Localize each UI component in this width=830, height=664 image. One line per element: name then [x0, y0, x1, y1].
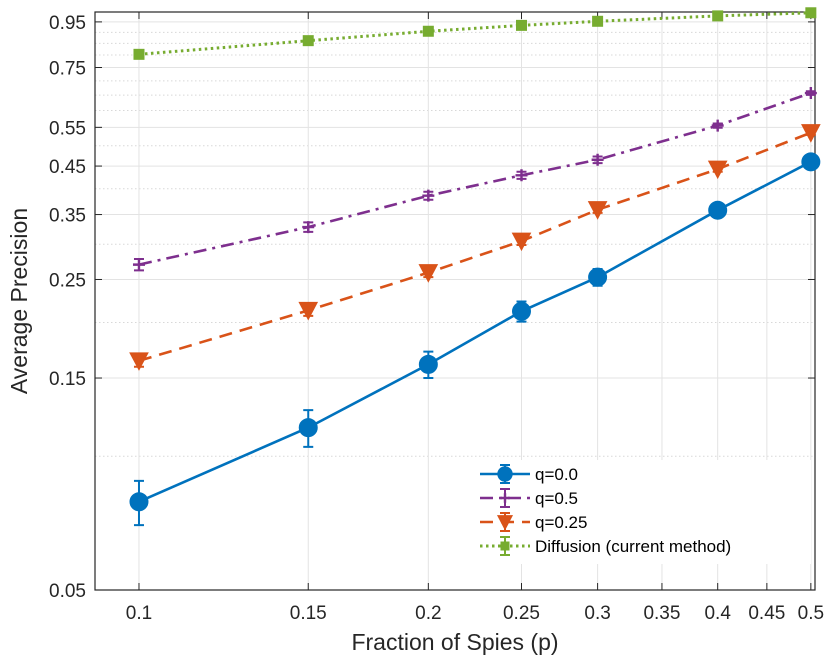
data-point — [591, 153, 604, 166]
y-tick-label: 0.25 — [49, 270, 86, 291]
axes-box — [94, 11, 816, 591]
legend-item: q=0.5 — [480, 488, 578, 508]
data-point — [511, 301, 531, 321]
data-point — [711, 119, 724, 132]
legend-label: q=0.5 — [535, 489, 578, 508]
y-tick-label: 0.35 — [49, 206, 86, 227]
data-point — [500, 493, 510, 503]
y-tick-label: 0.55 — [49, 118, 86, 139]
series-1 — [132, 87, 817, 272]
data-point — [132, 258, 145, 271]
data-point — [707, 160, 728, 180]
data-point — [129, 352, 149, 371]
series-line — [138, 131, 812, 363]
y-tick-label: 0.75 — [49, 59, 86, 80]
data-point — [801, 152, 821, 172]
series-line — [138, 11, 811, 56]
y-tick-label: 0.05 — [49, 581, 86, 602]
y-tick-label: 0.45 — [49, 157, 86, 178]
data-point — [497, 466, 513, 482]
data-point — [422, 25, 434, 37]
x-tick-label: 0.5 — [798, 603, 824, 624]
x-tick-label: 0.35 — [643, 603, 680, 624]
y-axis-label: Average Precision — [6, 208, 32, 394]
x-tick-label: 0.1 — [126, 603, 152, 624]
data-point — [302, 35, 314, 47]
data-point — [805, 7, 817, 19]
data-point — [500, 541, 510, 551]
data-point — [298, 301, 319, 321]
data-point — [133, 48, 145, 60]
data-point — [587, 201, 608, 220]
data-point — [801, 124, 821, 143]
x-tick-label: 0.45 — [748, 603, 785, 624]
data-point — [129, 492, 149, 512]
data-point — [588, 267, 608, 287]
data-point — [422, 189, 435, 202]
data-point — [708, 200, 728, 220]
legend-label: q=0.0 — [535, 465, 578, 484]
y-ticks: 0.05 0.15 0.25 0.35 0.45 0.55 0.75 0.95 — [49, 13, 815, 602]
legend-label: q=0.25 — [535, 513, 587, 532]
x-ticks: 0.1 0.15 0.2 0.25 0.3 0.35 0.4 0.45 0.5 — [126, 12, 824, 624]
legend-box — [476, 460, 811, 564]
legend-item: q=0.0 — [480, 464, 578, 484]
series-layer — [129, 7, 821, 527]
data-point — [511, 232, 532, 252]
data-point — [804, 87, 817, 100]
data-point — [418, 264, 439, 283]
x-axis-label: Fraction of Spies (p) — [351, 629, 558, 655]
x-tick-label: 0.25 — [503, 603, 540, 624]
series-3 — [133, 7, 817, 60]
data-point — [418, 354, 438, 374]
data-point — [515, 169, 528, 182]
y-tick-label: 0.95 — [49, 13, 86, 34]
legend-item: Diffusion (current method) — [480, 536, 731, 556]
series-line — [138, 91, 812, 266]
data-point — [302, 221, 315, 234]
legend-label: Diffusion (current method) — [535, 537, 731, 556]
legend: q=0.0 q=0.5 q=0.25 Diffusion (current metho… — [476, 460, 811, 564]
legend-item: q=0.25 — [480, 512, 587, 532]
data-point — [515, 19, 527, 31]
series-0 — [129, 152, 821, 527]
data-point — [298, 418, 318, 438]
data-point — [496, 515, 514, 531]
x-tick-label: 0.4 — [704, 603, 731, 624]
series-2 — [129, 124, 821, 371]
x-tick-label: 0.3 — [584, 603, 610, 624]
data-point — [592, 15, 604, 27]
y-tick-label: 0.15 — [49, 369, 86, 390]
x-tick-label: 0.15 — [290, 603, 327, 624]
data-point — [712, 10, 724, 22]
x-tick-label: 0.2 — [415, 603, 441, 624]
